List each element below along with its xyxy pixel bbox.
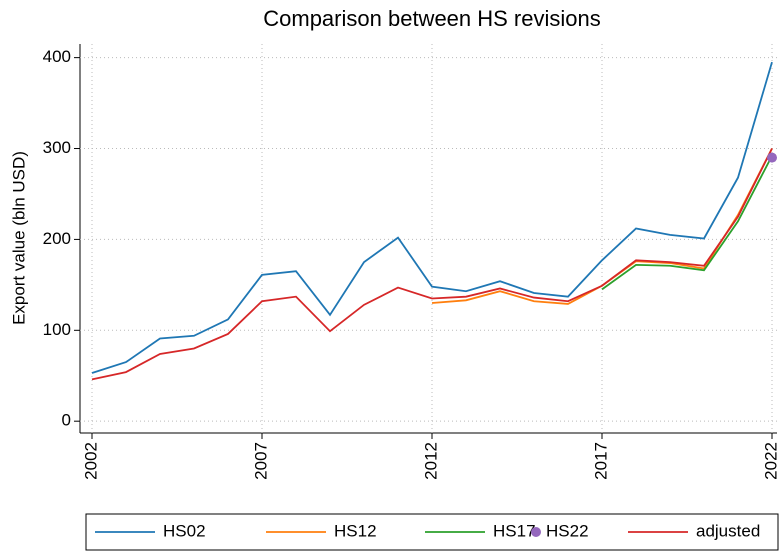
series-line — [91, 148, 773, 381]
x-tick-label: 2017 — [591, 442, 610, 480]
legend-label: HS12 — [334, 521, 377, 540]
legend-label: HS22 — [546, 521, 589, 540]
y-tick-label: 200 — [43, 229, 71, 248]
x-tick-label: 2012 — [421, 442, 440, 480]
y-axis-label: Export value (bln USD) — [9, 151, 28, 325]
data-point — [767, 152, 777, 163]
x-tick-label: 2007 — [251, 442, 270, 480]
series-line — [601, 155, 773, 291]
legend-label: HS17 — [493, 521, 536, 540]
x-tick-label: 2022 — [761, 442, 780, 480]
series-line — [91, 61, 773, 374]
y-tick-label: 400 — [43, 47, 71, 66]
y-tick-label: 300 — [43, 138, 71, 157]
legend-label: adjusted — [696, 521, 760, 540]
x-tick-label: 2002 — [81, 442, 100, 480]
y-tick-label: 100 — [43, 320, 71, 339]
chart-title: Comparison between HS revisions — [263, 6, 601, 31]
legend-label: HS02 — [163, 521, 206, 540]
y-tick-label: 0 — [62, 411, 71, 430]
legend-marker — [531, 527, 541, 537]
